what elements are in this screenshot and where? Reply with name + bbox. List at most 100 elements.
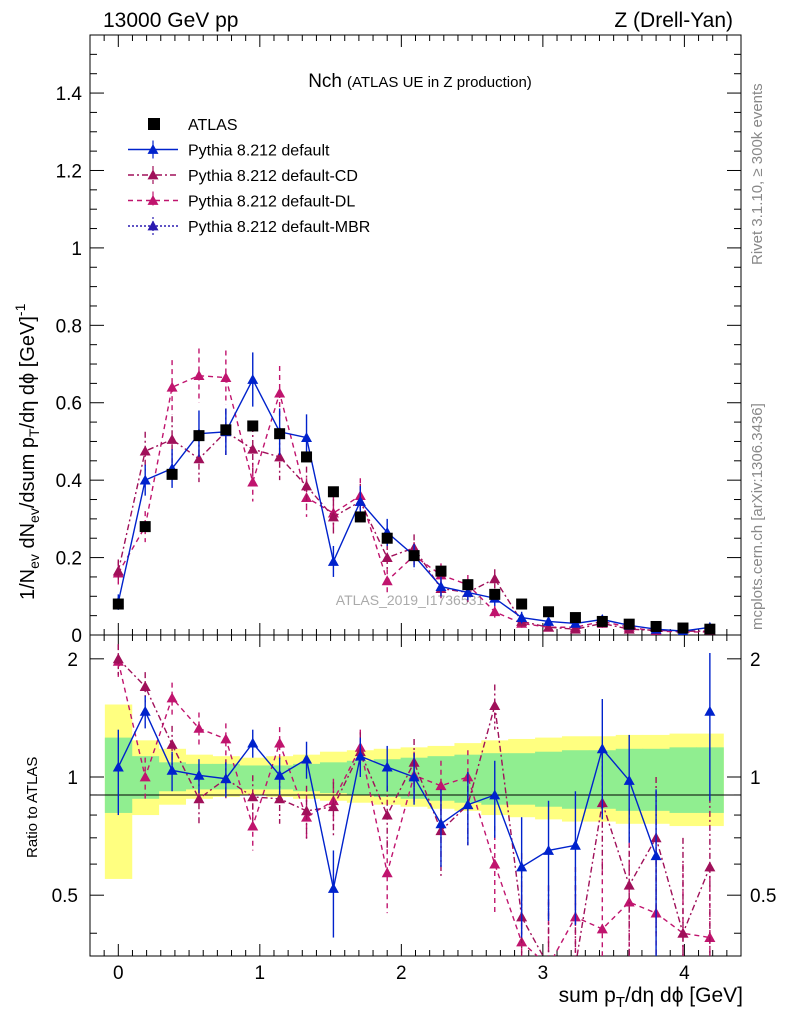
- title-main: Nch: [308, 71, 342, 92]
- ratio-point: [166, 739, 178, 749]
- atlas-point: [193, 430, 205, 442]
- ratio-point: [570, 961, 581, 971]
- data-point: [139, 474, 151, 485]
- y-tick-label: 0.4: [56, 471, 83, 492]
- axis-ticks: 0 1 2 3 4 0 0.2 0.4 0.6 0.8 1 1.2 1.4 0.5 0.5 1 1 2 2: [52, 34, 776, 984]
- ratio-point: [166, 692, 178, 703]
- ratio-point: [489, 700, 501, 711]
- ratio-point: [435, 818, 447, 829]
- ratio-point: [381, 809, 393, 820]
- data-point: [543, 621, 555, 632]
- ratio-point: [354, 750, 366, 761]
- ratio-point: [193, 793, 205, 804]
- data-point: [247, 476, 259, 487]
- legend-label: Pythia 8.212 default-MBR: [188, 219, 370, 236]
- ratio-point: [489, 789, 501, 800]
- x-axis-label: sum pT/dη dϕ [GeV]: [559, 984, 743, 1011]
- data-point: [516, 612, 528, 622]
- y-tick-label: 1.4: [56, 84, 83, 105]
- rivet-info: Rivet 3.1.10, ≥ 300k events: [749, 83, 766, 265]
- ratio-point: [596, 923, 608, 934]
- ratio-point: [112, 761, 124, 772]
- legend-marker: [147, 195, 159, 205]
- data-point: [354, 495, 366, 506]
- ratio-point: [327, 801, 339, 812]
- data-point: [381, 552, 393, 562]
- ratio-point: [247, 791, 259, 802]
- ratio-point: [301, 753, 313, 764]
- data-point: [139, 445, 151, 456]
- ratio-point: [274, 737, 286, 748]
- y-tick-label: 0: [71, 626, 82, 647]
- data-point: [569, 623, 581, 634]
- ratio-tick-label-right: 2: [750, 650, 761, 671]
- legend-marker: [147, 169, 159, 180]
- ratio-point: [139, 771, 151, 782]
- ratio-point: [220, 773, 232, 784]
- atlas-point: [327, 486, 339, 498]
- atlas-point: [569, 612, 581, 624]
- ratio-point: [112, 653, 124, 664]
- ratio-point: [247, 820, 259, 831]
- data-point: [193, 370, 205, 381]
- atlas-point: [220, 424, 232, 436]
- y-tick-label: 0.2: [56, 549, 82, 570]
- data-point: [462, 586, 474, 597]
- band-green-16: [535, 751, 563, 807]
- atlas-point: [623, 618, 635, 630]
- data-point: [220, 372, 232, 382]
- data-point: [381, 575, 393, 586]
- band-green-15: [508, 753, 536, 805]
- legend-label: Pythia 8.212 default-DL: [188, 194, 355, 211]
- ratio-point: [166, 764, 178, 775]
- ratio-point: [274, 769, 286, 780]
- x-tick-label: 0: [113, 963, 124, 984]
- data-point: [193, 453, 205, 464]
- atlas-point: [516, 598, 528, 610]
- ratio-point: [193, 769, 205, 780]
- x-tick-label: 1: [255, 963, 266, 984]
- header-process-left: 13000 GeV pp: [103, 9, 238, 32]
- ratio-tick-label: 2: [67, 650, 78, 671]
- ratio-point: [274, 793, 286, 804]
- y-tick-label: 1.2: [56, 161, 82, 182]
- atlas-point: [274, 428, 286, 440]
- data-point: [112, 565, 124, 576]
- ratio-point: [650, 850, 662, 861]
- ratio-tick-label-right: 1: [750, 768, 761, 789]
- ratio-point: [623, 879, 635, 890]
- ratio-tick-label: 0.5: [52, 886, 78, 907]
- ratio-point: [247, 737, 259, 748]
- mcplots-info: mcplots.cern.ch [arXiv:1306.3436]: [749, 403, 766, 630]
- data-point: [543, 615, 555, 626]
- ratio-tick-label-right: 0.5: [750, 886, 776, 907]
- ratio-point: [569, 839, 581, 850]
- ratio-point: [516, 861, 528, 872]
- atlas-point: [704, 623, 716, 635]
- x-tick-label: 4: [679, 963, 690, 984]
- atlas-point: [247, 420, 259, 432]
- x-tick-label: 3: [538, 963, 549, 984]
- ratio-point: [139, 705, 151, 716]
- ratio-point: [704, 705, 716, 716]
- data-point: [166, 381, 178, 392]
- data-point: [247, 443, 259, 454]
- atlas-point: [543, 606, 555, 618]
- ratio-point: [220, 733, 232, 744]
- y-axis-label: 1/Nev dNev/dsum pT/dη dϕ [GeV]-1: [12, 303, 42, 600]
- atlas-point: [489, 588, 501, 600]
- data-point: [435, 581, 447, 592]
- atlas-point: [650, 620, 662, 632]
- atlas-point: [462, 579, 474, 591]
- atlas-point: [596, 615, 608, 627]
- ratio-point: [543, 844, 555, 855]
- ratio-point: [139, 681, 151, 691]
- band-green-21: [669, 747, 697, 813]
- atlas-point: [139, 521, 151, 533]
- ratio-point: [408, 771, 420, 782]
- data-point: [274, 387, 286, 398]
- legend-marker-atlas: [148, 118, 160, 130]
- ratio-point: [301, 805, 313, 816]
- y-tick-label: 0.6: [56, 394, 82, 415]
